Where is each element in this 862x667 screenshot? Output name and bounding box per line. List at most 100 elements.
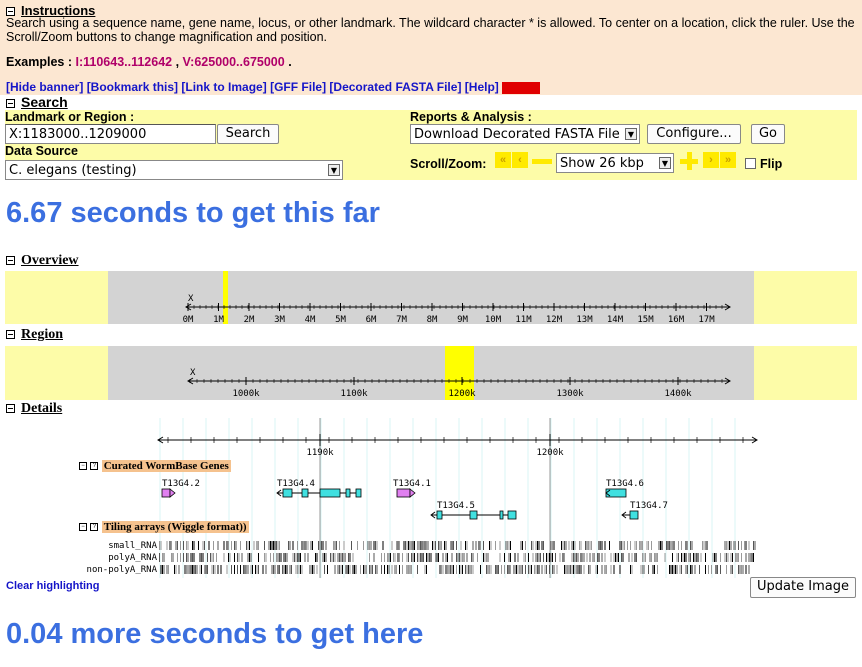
bookmark-link[interactable]: [Bookmark this] (86, 80, 179, 94)
tiling-bar (529, 565, 531, 574)
configure-button[interactable]: Configure... (647, 124, 741, 144)
tiling-bar (183, 553, 184, 562)
red-button[interactable] (502, 81, 541, 94)
tiling-bar (231, 565, 232, 574)
tiling-bar (745, 565, 747, 574)
tiling-bar (733, 541, 735, 550)
tiling-bar (301, 565, 303, 574)
tiling-bar (339, 541, 340, 550)
tiling-bar (381, 565, 382, 574)
help-icon[interactable]: ? (90, 461, 99, 470)
tiling-bar (486, 553, 487, 562)
tiling-bar (238, 553, 240, 562)
reports-label: Reports & Analysis : (410, 110, 532, 124)
tiling-bar (498, 565, 499, 574)
scroll-far-right-icon[interactable]: » (720, 152, 736, 168)
go-button[interactable]: Go (751, 124, 785, 144)
tiling-bar (244, 565, 246, 574)
examples-label: Examples (6, 55, 65, 69)
ruler-tick-label: 17M (698, 315, 715, 324)
tiling-bar (199, 565, 201, 574)
scroll-far-left-icon[interactable]: « (495, 152, 511, 168)
collapse-icon[interactable]: − (79, 461, 87, 470)
tiling-bar (655, 553, 657, 562)
tiling-bar (634, 553, 636, 562)
tiling-bar (486, 565, 487, 574)
tiling-bar (312, 541, 313, 550)
collapse-icon[interactable]: − (79, 522, 87, 531)
datasource-select[interactable]: C. elegans (testing) ▼ (5, 160, 343, 180)
clear-highlighting-link[interactable]: Clear highlighting (6, 580, 100, 592)
overview-ruler[interactable]: 0M 1M 2M 3M 4M 5M 6M 7M 8M 9M 10M 11M 12M 13M 14M 15M 16… (108, 271, 754, 324)
reports-select[interactable]: Download Decorated FASTA File ▼ (410, 124, 640, 144)
tiling-bar (246, 565, 247, 574)
tiling-bar (745, 541, 747, 550)
decorated-fasta-link[interactable]: [Decorated FASTA File] (329, 80, 462, 94)
tiling-bar (237, 553, 238, 562)
arrow-right-icon (724, 303, 731, 311)
tiling-bar (745, 553, 747, 562)
tiling-bar (273, 553, 274, 562)
region-ruler-area[interactable] (108, 346, 754, 400)
collapse-icon[interactable] (6, 99, 15, 109)
zoom-select[interactable]: Show 26 kbp ▼ (556, 153, 674, 173)
gene-label: T13G4.7 (630, 501, 668, 511)
chrom-label: X (188, 294, 194, 304)
tiling-bar (414, 553, 415, 562)
tiling-bar (178, 565, 180, 574)
track-genes-label[interactable]: Curated WormBase Genes (101, 460, 231, 472)
tiling-bar (730, 541, 732, 550)
gff-file-link[interactable]: [GFF File] (270, 80, 327, 94)
flip-checkbox[interactable] (745, 158, 756, 169)
example-link-2[interactable]: V:625000..675000 (182, 55, 285, 69)
tiling-bar (355, 565, 357, 574)
tiling-bar (442, 553, 444, 562)
tiling-bar (201, 565, 202, 574)
zoom-in-icon[interactable] (680, 152, 698, 170)
tiling-bar (340, 553, 342, 562)
collapse-icon[interactable] (6, 404, 15, 414)
tiling-bar (513, 565, 514, 574)
tiling-bar (687, 541, 688, 550)
tiling-bar (342, 565, 343, 574)
overview-ruler-area[interactable] (108, 271, 754, 324)
hide-banner-link[interactable]: [Hide banner] (6, 80, 84, 94)
tiling-bar (322, 541, 324, 550)
instructions-title: Instructions (21, 3, 96, 18)
tiling-bar (396, 541, 397, 550)
collapse-icon[interactable] (6, 256, 15, 266)
details-image[interactable]: 1190k 1200k T13G4.2 T13G4.4 T13G4.1 T13G4.5 T1… (0, 418, 862, 578)
tiling-bar (363, 541, 364, 550)
tiling-bar (369, 565, 370, 574)
region-header: Region (6, 327, 63, 343)
tiling-bar (438, 541, 439, 550)
landmark-input[interactable]: X:1183000..1209000 (5, 124, 216, 144)
help-icon[interactable]: ? (90, 522, 99, 531)
tiling-bar (360, 565, 361, 574)
tiling-bar (432, 541, 433, 550)
tiling-bar (270, 553, 271, 562)
region-ruler[interactable]: 1000k 1100k 1200k 1300k 1400k X (108, 346, 754, 400)
zoom-out-icon[interactable] (532, 159, 552, 164)
tiling-bar (741, 565, 742, 574)
tiling-bar (348, 553, 349, 562)
example-link-1[interactable]: I:110643..112642 (75, 55, 173, 69)
collapse-icon[interactable] (6, 7, 15, 17)
track-tiling-label[interactable]: Tiling arrays (Wiggle format)) (101, 521, 249, 533)
search-button[interactable]: Search (217, 124, 279, 144)
tiling-bar (337, 565, 339, 574)
scroll-right-icon[interactable]: › (703, 152, 719, 168)
tiling-bar (564, 565, 565, 574)
tiling-bar (384, 565, 385, 574)
help-link[interactable]: [Help] (464, 80, 499, 94)
tiling-bar (580, 541, 582, 550)
scroll-left-icon[interactable]: ‹ (512, 152, 528, 168)
tiling-bar (354, 565, 355, 574)
link-to-image-link[interactable]: [Link to Image] (181, 80, 267, 94)
tiling-bar (715, 553, 717, 562)
gene-exon (282, 488, 293, 498)
update-image-button[interactable]: Update Image (750, 577, 856, 598)
tiling-bar (525, 553, 526, 562)
tiling-bar (613, 565, 615, 574)
collapse-icon[interactable] (6, 330, 15, 340)
